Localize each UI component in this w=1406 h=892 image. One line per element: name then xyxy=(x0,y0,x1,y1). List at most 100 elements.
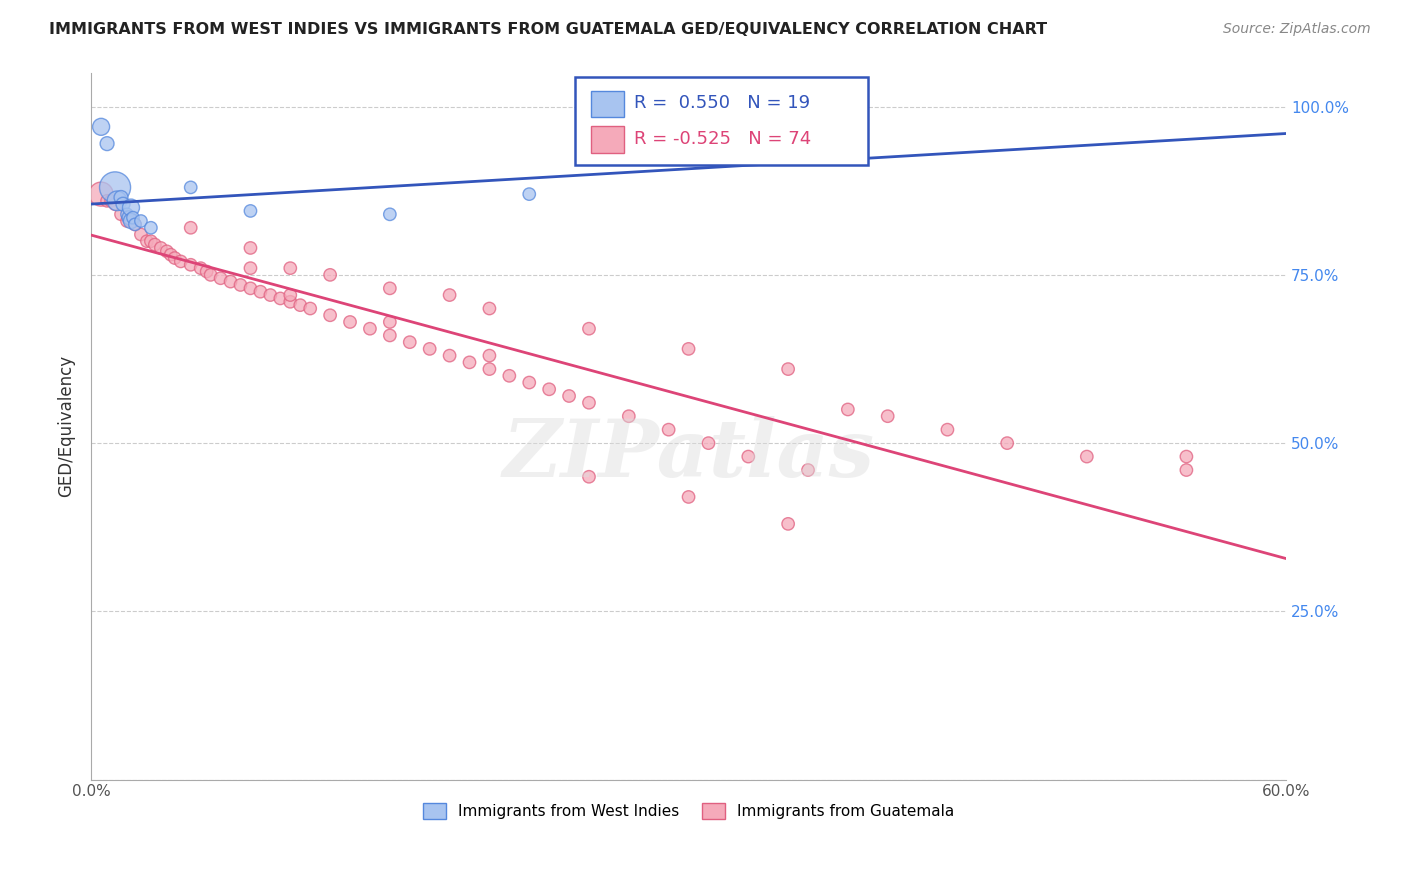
Point xyxy=(578,469,600,483)
Y-axis label: GED/Equivalency: GED/Equivalency xyxy=(58,355,75,498)
Point xyxy=(180,220,202,235)
Point xyxy=(124,218,146,232)
Point xyxy=(378,207,401,221)
Point xyxy=(290,298,312,312)
Point xyxy=(163,251,186,265)
Point xyxy=(278,288,301,302)
FancyBboxPatch shape xyxy=(575,77,868,165)
Point xyxy=(139,234,162,248)
Point xyxy=(190,261,212,276)
Point xyxy=(120,201,142,215)
Point xyxy=(120,214,142,228)
Point xyxy=(419,342,441,356)
Point xyxy=(170,254,193,268)
Point xyxy=(96,136,118,151)
Point xyxy=(239,281,262,295)
Point xyxy=(259,288,281,302)
Point xyxy=(115,214,138,228)
Point xyxy=(737,450,759,464)
Point xyxy=(558,389,581,403)
Point xyxy=(110,190,132,204)
Point xyxy=(129,214,152,228)
Point xyxy=(439,349,461,363)
Point xyxy=(118,211,141,225)
Point xyxy=(439,288,461,302)
Point xyxy=(135,234,157,248)
Point xyxy=(104,180,127,194)
Point xyxy=(398,335,420,350)
Point xyxy=(180,258,202,272)
FancyBboxPatch shape xyxy=(591,126,624,153)
Point xyxy=(458,355,481,369)
Point xyxy=(778,362,800,376)
Point xyxy=(697,436,720,450)
Point xyxy=(209,271,232,285)
Point xyxy=(517,187,540,202)
Point xyxy=(378,315,401,329)
Text: R =  0.550   N = 19: R = 0.550 N = 19 xyxy=(634,95,810,112)
Point xyxy=(249,285,271,299)
Point xyxy=(498,368,520,383)
Point xyxy=(90,187,112,202)
Point xyxy=(129,227,152,242)
Point xyxy=(143,237,166,252)
Point xyxy=(278,261,301,276)
Point xyxy=(200,268,222,282)
Point xyxy=(319,268,342,282)
Point xyxy=(359,322,381,336)
Point xyxy=(90,120,112,134)
Point xyxy=(378,281,401,295)
Point xyxy=(122,211,145,225)
Point xyxy=(149,241,172,255)
Point xyxy=(538,382,561,396)
Point xyxy=(105,194,128,208)
Point xyxy=(139,220,162,235)
Text: R = -0.525   N = 74: R = -0.525 N = 74 xyxy=(634,129,811,148)
Point xyxy=(995,436,1018,450)
Point xyxy=(180,180,202,194)
Point xyxy=(319,308,342,322)
Point xyxy=(717,127,740,141)
FancyBboxPatch shape xyxy=(591,91,624,118)
Point xyxy=(110,207,132,221)
Point xyxy=(617,409,640,424)
Point xyxy=(378,328,401,343)
Point xyxy=(778,516,800,531)
Point xyxy=(678,342,700,356)
Point xyxy=(578,396,600,410)
Point xyxy=(299,301,322,316)
Point xyxy=(111,197,134,211)
Text: IMMIGRANTS FROM WEST INDIES VS IMMIGRANTS FROM GUATEMALA GED/EQUIVALENCY CORRELA: IMMIGRANTS FROM WEST INDIES VS IMMIGRANT… xyxy=(49,22,1047,37)
Point xyxy=(876,409,898,424)
Point xyxy=(115,207,138,221)
Text: Source: ZipAtlas.com: Source: ZipAtlas.com xyxy=(1223,22,1371,37)
Point xyxy=(478,349,501,363)
Point xyxy=(104,197,127,211)
Point xyxy=(278,294,301,309)
Point xyxy=(159,248,181,262)
Point xyxy=(156,244,179,259)
Point xyxy=(239,241,262,255)
Point xyxy=(517,376,540,390)
Point xyxy=(1175,463,1198,477)
Point xyxy=(936,423,959,437)
Point xyxy=(1175,450,1198,464)
Point xyxy=(195,264,218,278)
Legend: Immigrants from West Indies, Immigrants from Guatemala: Immigrants from West Indies, Immigrants … xyxy=(416,797,960,825)
Point xyxy=(339,315,361,329)
Point xyxy=(239,203,262,218)
Point xyxy=(239,261,262,276)
Point xyxy=(478,362,501,376)
Point xyxy=(124,218,146,232)
Point xyxy=(96,194,118,208)
Point xyxy=(797,463,820,477)
Point xyxy=(578,322,600,336)
Point xyxy=(269,292,291,306)
Point xyxy=(120,214,142,228)
Text: ZIPatlas: ZIPatlas xyxy=(502,416,875,493)
Point xyxy=(658,423,681,437)
Point xyxy=(678,490,700,504)
Point xyxy=(837,402,859,417)
Point xyxy=(478,301,501,316)
Point xyxy=(229,277,252,292)
